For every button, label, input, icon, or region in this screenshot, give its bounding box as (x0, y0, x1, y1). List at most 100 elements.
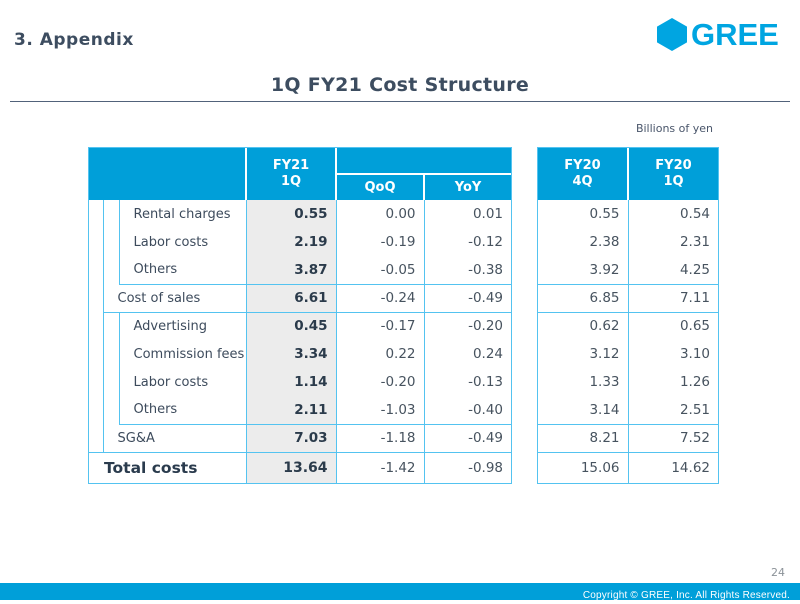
gree-logo-text: GREE (691, 17, 779, 52)
prior-period-table-main: FY20 4Q FY20 1Q 0.55 0.54 2.38 2.31 3.92 4.25… (538, 148, 718, 483)
table-row: 3.92 4.25 (538, 256, 718, 285)
header-strip-cell (335, 148, 512, 175)
indent-cell (89, 256, 103, 284)
value-fy21-1q: 13.64 (245, 452, 337, 483)
value-qoq: -0.19 (335, 228, 425, 256)
indent-cell (102, 228, 119, 256)
row-label: Labor costs (118, 368, 247, 396)
value-qoq: -1.42 (335, 452, 425, 483)
value-fy20-1q: 14.62 (627, 452, 718, 483)
value-yoy: 0.24 (423, 340, 512, 368)
value-fy21-1q: 6.61 (245, 284, 337, 313)
row-label: Others (118, 396, 247, 425)
table-row: 8.21 7.52 (538, 424, 718, 453)
row-label: Advertising (118, 312, 247, 340)
value-fy20-4q: 0.62 (589, 318, 620, 335)
indent-cell (89, 340, 103, 368)
value-fy21-1q: 1.14 (245, 368, 337, 396)
value-qoq: 0.22 (335, 340, 425, 368)
indent-cell (89, 284, 103, 312)
value-fy21-1q: 2.11 (245, 396, 337, 425)
table-row: 0.55 0.54 (538, 200, 718, 228)
indent-cell (89, 396, 103, 424)
indent-cell (102, 256, 119, 284)
title-underline (10, 101, 790, 102)
value-fy20-1q: 4.25 (627, 256, 718, 285)
copyright-text: Copyright © GREE, Inc. All Rights Reserv… (582, 590, 790, 601)
page-title: 1Q FY21 Cost Structure (270, 74, 530, 96)
row-label: Rental charges (118, 200, 247, 228)
value-yoy: -0.98 (423, 452, 512, 483)
value-yoy: 0.01 (423, 200, 512, 228)
row-label: Total costs (104, 458, 198, 477)
table-row: 0.62 0.65 (538, 312, 718, 340)
table-header-row: FY20 4Q FY20 1Q (538, 148, 718, 200)
value-fy20-4q: 6.85 (538, 284, 628, 313)
prior-period-table: FY20 4Q FY20 1Q 0.55 0.54 2.38 2.31 3.92 4.25… (537, 147, 719, 484)
table-row: Total costs 13.64 -1.42 -0.98 (89, 452, 512, 483)
value-fy20-4q: 3.14 (538, 396, 628, 425)
row-label: Commission fees (118, 340, 247, 368)
value-fy20-1q: 7.11 (627, 284, 718, 313)
table-row: Advertising 0.45 -0.17 -0.20 (89, 312, 512, 340)
table-row: 3.14 2.51 (538, 396, 718, 425)
indent-cell (102, 200, 119, 228)
indent-cell (102, 396, 119, 424)
table-header-row: FY21 1Q (89, 148, 512, 200)
table-row: Labor costs 2.19 -0.19 -0.12 (89, 228, 512, 256)
row-label: Labor costs (118, 228, 247, 256)
gree-logo: GREE (657, 18, 779, 51)
cost-structure-table-main: FY21 1Q QoQ YoY Rental charges 0.55 0.00 0.… (89, 148, 512, 483)
value-fy20-4q: 8.21 (538, 424, 628, 453)
value-yoy: -0.38 (423, 256, 512, 285)
value-yoy: -0.49 (423, 284, 512, 313)
value-fy20-4q: 15.06 (580, 459, 620, 476)
col-header-qoq: QoQ (335, 174, 425, 200)
value-qoq: -0.17 (335, 312, 425, 340)
col-header-fy20-1q: FY20 1Q (627, 148, 718, 200)
table-row: Others 3.87 -0.05 -0.38 (89, 256, 512, 285)
value-yoy: -0.13 (423, 368, 512, 396)
indent-cell (89, 228, 103, 256)
value-fy21-1q: 2.19 (245, 228, 337, 256)
value-fy21-1q: 0.45 (245, 312, 337, 340)
value-yoy: -0.49 (423, 424, 512, 453)
footer-bar: Copyright © GREE, Inc. All Rights Reserv… (0, 583, 800, 601)
row-label: Cost of sales (102, 284, 247, 313)
table-subheader-row: QoQ YoY (89, 174, 512, 200)
value-fy20-1q: 7.52 (627, 424, 718, 453)
table-row: Labor costs 1.14 -0.20 -0.13 (89, 368, 512, 396)
col-header-yoy: YoY (423, 174, 512, 200)
value-yoy: -0.12 (423, 228, 512, 256)
value-fy20-4q: 3.12 (589, 346, 620, 362)
value-yoy: -0.20 (423, 312, 512, 340)
value-qoq: -1.03 (335, 396, 425, 425)
unit-note: Billions of yen (635, 122, 713, 135)
table-row: 3.12 3.10 (538, 340, 718, 368)
value-fy20-4q: 1.33 (589, 374, 620, 390)
indent-cell (102, 368, 119, 396)
value-fy20-1q: 3.10 (627, 340, 718, 368)
col-header-fy21-1q: FY21 1Q (245, 148, 337, 200)
table-row: Rental charges 0.55 0.00 0.01 (89, 200, 512, 228)
value-qoq: -1.18 (335, 424, 425, 453)
header-blank-cell (89, 148, 247, 200)
cost-structure-table: FY21 1Q QoQ YoY Rental charges 0.55 0.00 0.… (88, 147, 513, 484)
table-row: SG&A 7.03 -1.18 -0.49 (89, 424, 512, 453)
indent-cell (102, 312, 119, 340)
table-row: 6.85 7.11 (538, 284, 718, 313)
table-row: 2.38 2.31 (538, 228, 718, 256)
row-label: Others (118, 256, 247, 285)
value-fy20-1q: 0.65 (627, 312, 718, 340)
value-yoy: -0.40 (423, 396, 512, 425)
table-row: Others 2.11 -1.03 -0.40 (89, 396, 512, 425)
value-fy20-4q: 3.92 (538, 256, 628, 285)
value-qoq: 0.00 (335, 200, 425, 228)
value-qoq: -0.05 (335, 256, 425, 285)
value-fy20-1q: 1.26 (627, 368, 718, 396)
row-label: SG&A (102, 424, 247, 453)
indent-cell (89, 200, 103, 228)
value-fy20-1q: 2.31 (627, 228, 718, 256)
value-fy20-1q: 0.54 (627, 200, 718, 228)
table-row: 1.33 1.26 (538, 368, 718, 396)
